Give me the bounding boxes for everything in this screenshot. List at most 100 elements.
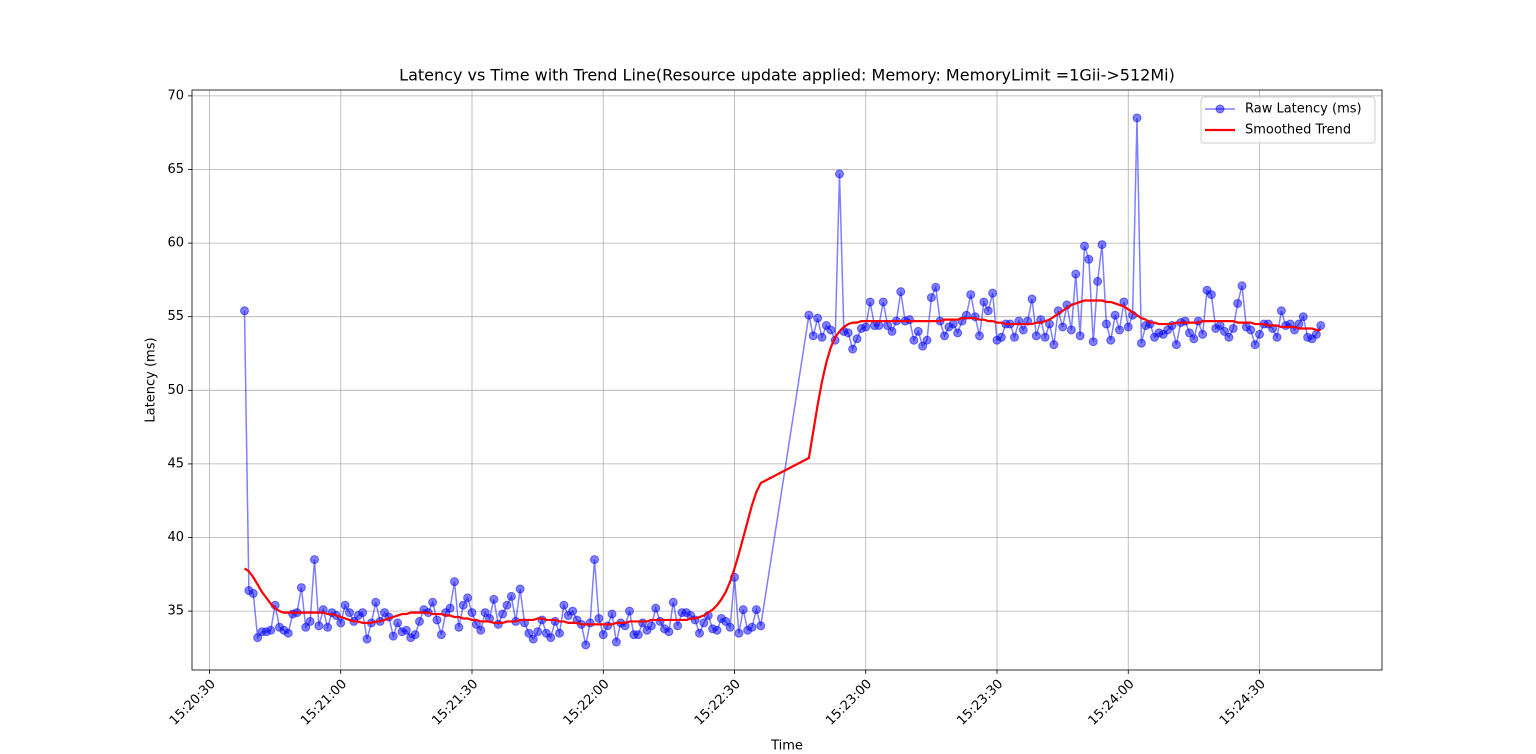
data-point (865, 297, 875, 307)
data-point (607, 609, 617, 619)
data-point (695, 628, 704, 638)
data-point (1224, 332, 1234, 342)
data-point (528, 634, 538, 644)
x-tick-label: 15:20:30 (167, 677, 219, 729)
data-point (1298, 312, 1308, 322)
data-point (1088, 337, 1098, 347)
data-point (734, 628, 744, 638)
data-point (611, 637, 621, 647)
data-point (454, 622, 464, 632)
data-point (555, 628, 564, 638)
data-point (546, 633, 556, 643)
data-point (948, 319, 958, 329)
data-point (852, 334, 862, 344)
data-point (1106, 335, 1116, 345)
data-point (1049, 340, 1059, 350)
data-point (450, 577, 459, 587)
data-point (603, 621, 613, 631)
data-point (493, 619, 503, 629)
x-tick-label: 15:21:00 (298, 677, 350, 729)
data-point (248, 588, 258, 598)
data-point (428, 597, 438, 607)
data-point (436, 630, 446, 640)
data-point (1018, 325, 1028, 335)
legend-label: Raw Latency (ms) (1245, 102, 1362, 117)
data-point (913, 326, 923, 336)
data-point (1246, 325, 1256, 335)
data-point (266, 625, 276, 635)
data-point (668, 597, 678, 607)
data-point (362, 634, 372, 644)
y-tick-label: 60 (167, 236, 184, 251)
x-tick-label: 15:22:00 (561, 677, 613, 729)
x-tick-label: 15:24:00 (1086, 677, 1138, 729)
data-point (996, 332, 1006, 342)
data-point (345, 608, 354, 618)
data-point (305, 616, 315, 626)
data-point (848, 344, 858, 354)
data-point (804, 310, 814, 320)
data-point (323, 622, 333, 632)
data-point (1171, 340, 1181, 350)
data-point (905, 315, 914, 325)
data-point (594, 613, 604, 623)
data-point (1136, 338, 1146, 348)
data-point (817, 332, 827, 342)
series-line (243, 299, 1321, 626)
data-point (931, 282, 941, 292)
data-point (926, 293, 936, 303)
data-point (502, 600, 512, 610)
data-point (467, 608, 477, 618)
data-point (585, 618, 595, 628)
x-tick-label: 15:23:00 (823, 677, 875, 729)
legend-label: Smoothed Trend (1245, 123, 1351, 138)
data-point (1180, 316, 1190, 326)
data-point (1220, 326, 1229, 336)
data-point (988, 288, 998, 298)
data-point (458, 600, 468, 610)
data-point (393, 618, 403, 628)
data-point (480, 608, 490, 618)
data-point (826, 325, 836, 335)
data-point (1027, 294, 1037, 304)
data-point (1040, 332, 1050, 342)
data-point (808, 331, 818, 341)
data-point (1031, 331, 1041, 341)
data-point (283, 628, 293, 638)
data-point (1233, 298, 1243, 308)
data-point (1115, 325, 1124, 335)
data-point (664, 627, 674, 637)
legend-box (1200, 96, 1376, 144)
data-point (515, 584, 525, 594)
data-point (725, 622, 735, 632)
data-point (835, 169, 844, 179)
data-point (673, 621, 683, 631)
data-point (1097, 240, 1107, 250)
y-tick-label: 45 (167, 456, 184, 471)
y-axis-label: Latency (ms) (144, 337, 159, 422)
data-point (1093, 276, 1103, 286)
data-point (310, 555, 319, 565)
data-point (533, 627, 543, 637)
data-point (314, 621, 324, 631)
plot-frame (191, 89, 1383, 671)
y-tick-label: 70 (167, 88, 184, 103)
data-point (581, 640, 591, 650)
y-tick-label: 65 (167, 162, 184, 177)
data-point (1189, 334, 1199, 344)
data-point (410, 630, 420, 640)
data-point (240, 306, 249, 316)
data-point (415, 616, 424, 626)
data-point (655, 616, 665, 626)
data-point (625, 606, 634, 616)
data-point (1010, 332, 1019, 342)
data-point (712, 625, 722, 635)
data-point (878, 297, 888, 307)
data-point (1272, 332, 1282, 342)
x-tick-label: 15:21:30 (429, 677, 481, 729)
data-point (432, 615, 442, 625)
data-point (843, 328, 853, 338)
x-axis-label: Time (770, 739, 803, 754)
y-tick-label: 40 (167, 530, 184, 545)
